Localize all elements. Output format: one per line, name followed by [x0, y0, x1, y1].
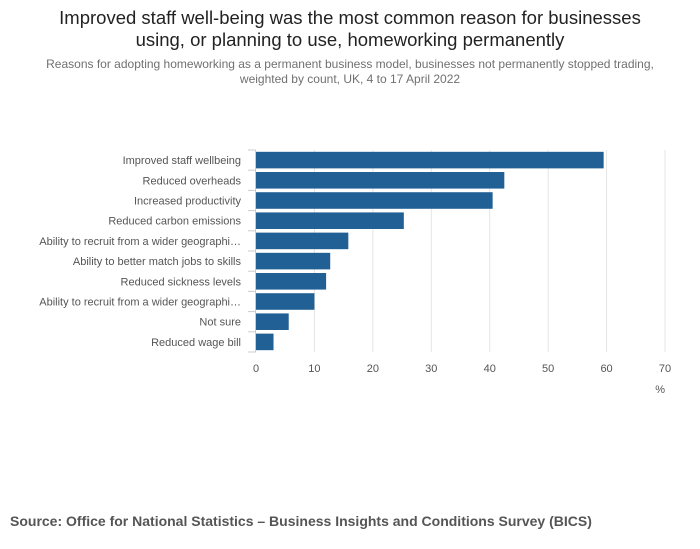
x-tick-label-4: 40	[484, 363, 496, 375]
category-label-3: Reduced carbon emissions	[108, 216, 241, 228]
bar-1	[256, 172, 505, 189]
category-label-1: Reduced overheads	[143, 175, 242, 187]
bar-6	[256, 273, 327, 290]
x-tick-label-3: 30	[425, 363, 437, 375]
bar-2	[256, 192, 493, 209]
x-axis-label: %	[655, 384, 665, 396]
category-label-9: Reduced wage bill	[151, 337, 241, 349]
x-tick-label-7: 70	[659, 363, 671, 375]
x-tick-label-6: 60	[600, 363, 612, 375]
x-tick-label-1: 10	[308, 363, 320, 375]
bar-7	[256, 293, 315, 310]
category-label-0: Improved staff wellbeing	[123, 155, 241, 167]
chart-subtitle-line-2: weighted by count, UK, 4 to 17 April 202…	[239, 72, 461, 86]
bar-4	[256, 232, 349, 250]
category-label-7: Ability to recruit from a wider geograph…	[39, 297, 241, 309]
chart-title-line-1: Improved staff well-being was the most c…	[59, 7, 641, 28]
category-label-6: Reduced sickness levels	[121, 276, 242, 288]
x-tick-label-2: 20	[367, 363, 379, 375]
bar-5	[256, 252, 331, 270]
x-tick-label-5: 50	[542, 363, 554, 375]
bar-0	[256, 151, 604, 169]
source-note: Source: Office for National Statistics –…	[10, 513, 592, 529]
category-label-4: Ability to recruit from a wider geograph…	[39, 236, 241, 248]
category-label-5: Ability to better match jobs to skills	[73, 256, 242, 268]
bar-9	[256, 333, 274, 351]
category-label-2: Increased productivity	[134, 196, 241, 208]
chart-title-line-2: using, or planning to use, homeworking p…	[135, 29, 565, 50]
bar-8	[256, 313, 289, 330]
x-tick-label-0: 0	[253, 363, 259, 375]
chart-subtitle-line-1: Reasons for adopting homeworking as a pe…	[46, 57, 654, 71]
category-label-8: Not sure	[199, 317, 241, 329]
chart-title: Improved staff well-being was the most c…	[0, 7, 700, 51]
bar-3	[256, 212, 404, 229]
chart-subtitle: Reasons for adopting homeworking as a pe…	[0, 57, 700, 87]
